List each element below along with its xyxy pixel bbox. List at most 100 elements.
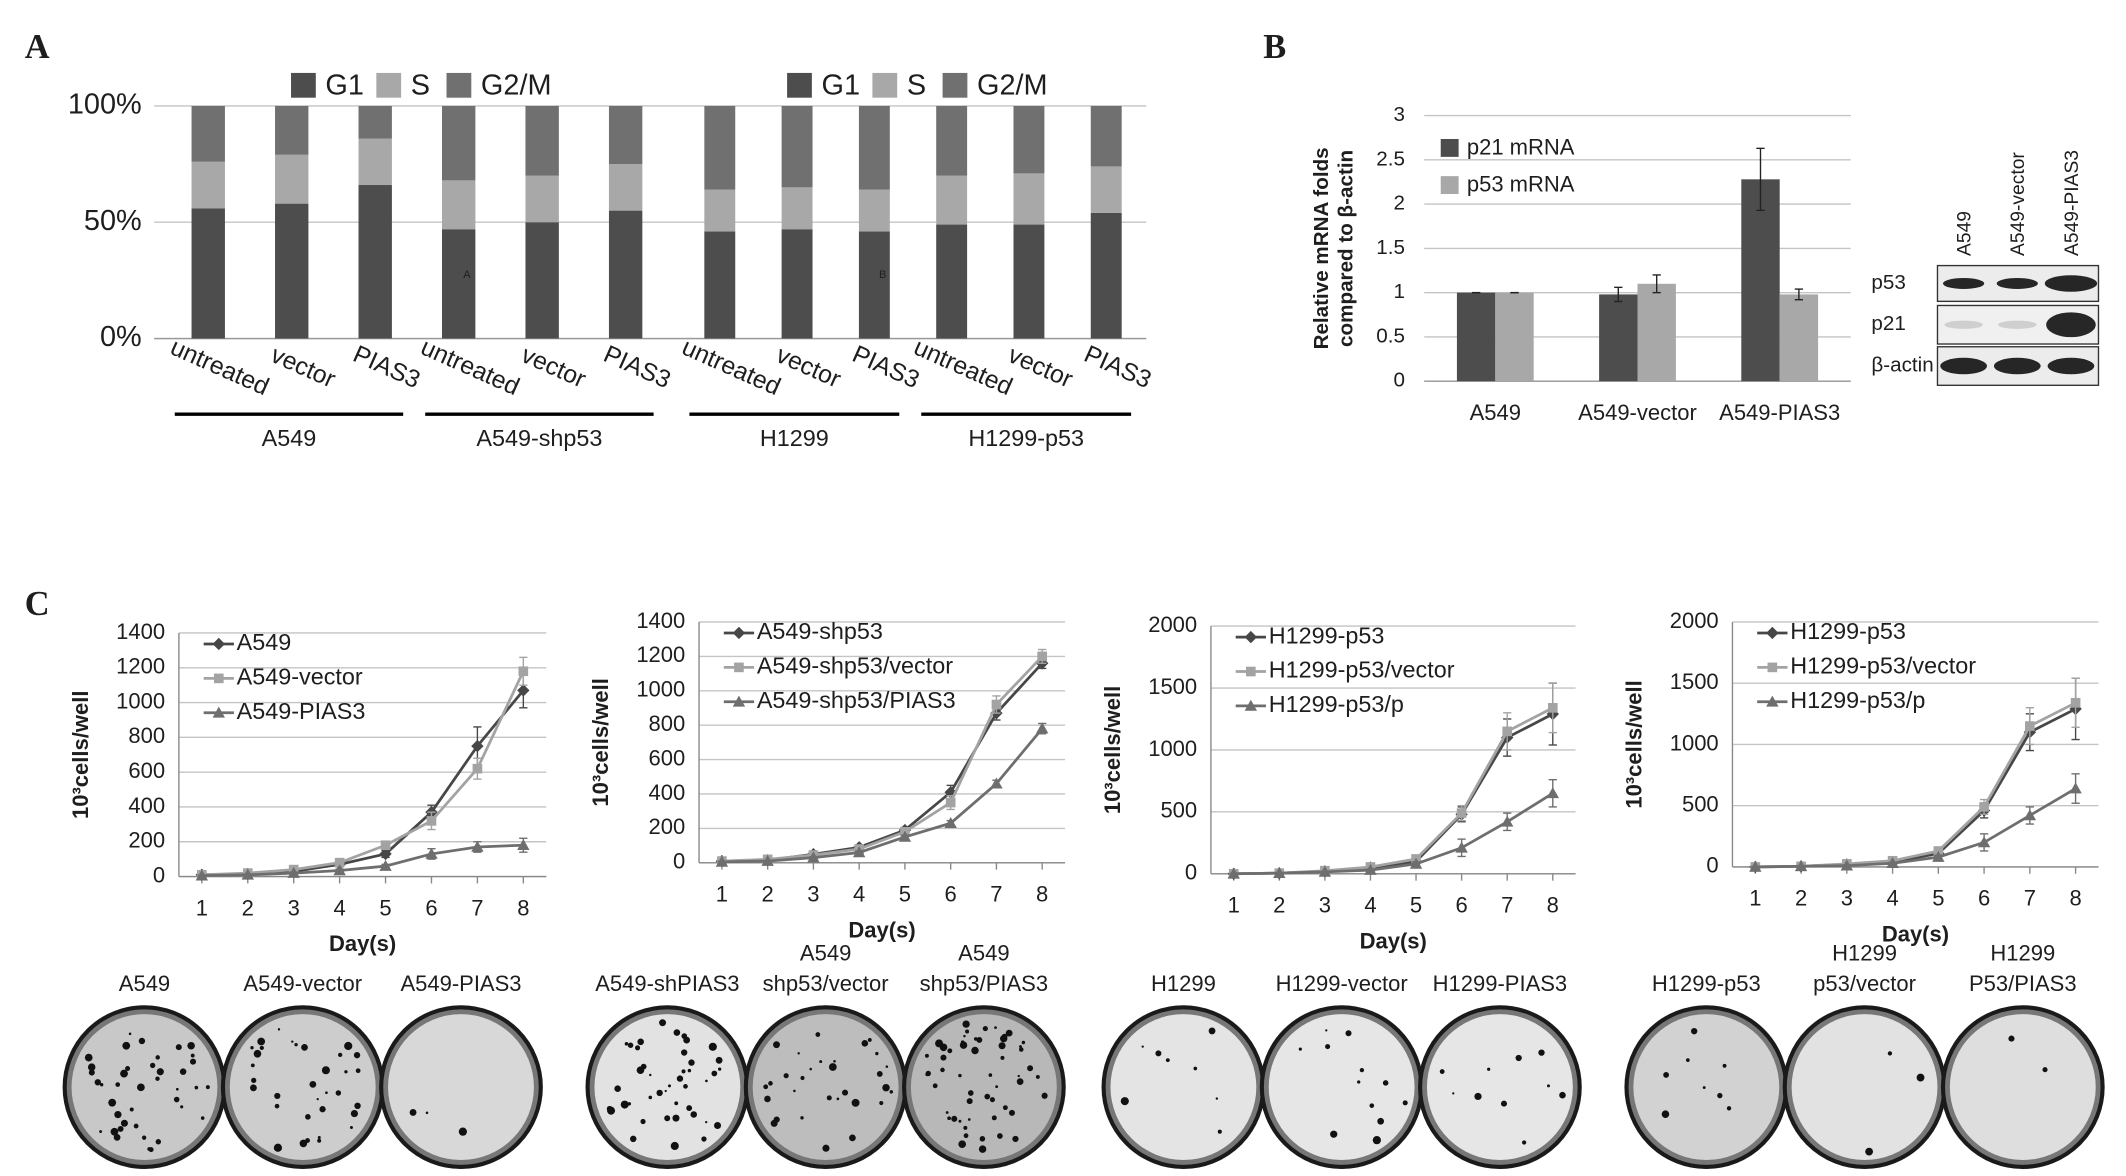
panel-label: A	[25, 28, 50, 66]
error-bar	[1756, 147, 1765, 211]
colony	[1027, 1065, 1034, 1072]
x-tick-label: 1	[716, 882, 728, 907]
x-tick-label: 1	[1228, 893, 1240, 918]
colony	[947, 1048, 953, 1054]
bar-segment	[358, 105, 392, 139]
marker	[991, 699, 1002, 710]
legend-marker	[213, 673, 224, 684]
colony	[1298, 1047, 1302, 1051]
colony	[194, 1085, 199, 1090]
colony	[800, 1075, 805, 1081]
group-label: H1299-p53	[968, 425, 1084, 451]
colony	[982, 1025, 988, 1032]
colony	[861, 1040, 869, 1047]
colony	[681, 1049, 688, 1056]
marker	[517, 684, 530, 697]
colony	[614, 1085, 621, 1092]
bar-segment	[858, 105, 890, 190]
legend-marker	[1766, 626, 1779, 640]
bar-segment	[525, 105, 559, 176]
plate-label: shp53/vector	[763, 971, 889, 996]
bar-segment	[1090, 212, 1122, 339]
colony	[783, 1073, 789, 1079]
colony	[1515, 1054, 1522, 1062]
bar-segment	[525, 175, 559, 223]
colony	[963, 1034, 966, 1038]
colony	[319, 1106, 326, 1113]
colony	[1359, 1068, 1365, 1073]
marker	[2069, 782, 2082, 794]
colony	[971, 1046, 979, 1055]
blot-band	[1996, 277, 2038, 289]
colony	[1474, 1092, 1482, 1101]
colony	[989, 1097, 995, 1103]
colony	[108, 1098, 117, 1107]
colony	[1487, 1067, 1491, 1071]
blot-band	[1993, 357, 2041, 375]
x-tick-label: A549-PIAS3	[1719, 400, 1840, 425]
x-tick-label: 7	[990, 882, 1002, 907]
colony	[1691, 1028, 1698, 1035]
colony	[274, 1092, 281, 1100]
bar-segment	[1013, 224, 1045, 339]
legend-marker	[1244, 630, 1258, 644]
marker	[1932, 850, 1945, 862]
colony	[763, 1084, 769, 1090]
y-tick-label: 0	[1185, 860, 1197, 885]
plate-label: P53/PIAS3	[1969, 971, 2077, 996]
marker	[1979, 802, 1989, 812]
x-tick-label: 5	[1410, 893, 1422, 918]
bar-segment	[781, 187, 813, 230]
group-label: A549-shp53	[476, 425, 602, 451]
colony	[344, 1041, 353, 1051]
colony	[627, 1042, 634, 1048]
marker	[426, 816, 437, 826]
colony	[1686, 1058, 1690, 1062]
bar-segment	[936, 105, 968, 176]
marker	[379, 859, 392, 871]
colony	[1325, 1029, 1328, 1032]
colony	[1120, 1097, 1129, 1106]
colony	[425, 1111, 429, 1115]
colony	[674, 1101, 679, 1106]
marker	[1273, 866, 1286, 878]
colony	[715, 1056, 723, 1064]
marker	[380, 840, 391, 851]
colony	[354, 1102, 361, 1110]
colony	[1702, 1086, 1706, 1090]
plate	[1949, 1014, 2096, 1161]
colony	[1019, 1045, 1022, 1049]
marker	[425, 847, 438, 859]
colony	[876, 1070, 883, 1077]
marker	[1794, 860, 1808, 872]
bar-segment	[275, 154, 309, 204]
colony	[250, 1046, 254, 1050]
series-line	[201, 843, 524, 878]
colony	[836, 1097, 840, 1101]
y-tick-label: 2000	[1148, 612, 1197, 637]
legend-label: p21 mRNA	[1467, 134, 1575, 159]
colony	[640, 1118, 646, 1125]
series-line	[1755, 787, 2077, 869]
plate	[1633, 1014, 1780, 1161]
legend-marker	[1246, 666, 1256, 677]
colony	[649, 1073, 652, 1077]
colony	[120, 1119, 128, 1127]
colony	[958, 1073, 962, 1078]
bar	[1599, 294, 1638, 382]
colony	[940, 1067, 945, 1073]
colony	[629, 1135, 637, 1143]
legend-label: H1299-p53	[1790, 618, 1906, 644]
colony	[958, 1140, 967, 1149]
colony	[951, 1115, 958, 1122]
blot-band	[1944, 320, 1983, 329]
colony	[965, 1029, 970, 1034]
bar-segment	[608, 105, 643, 165]
bar-segment	[441, 229, 476, 339]
x-tick-label: 4	[853, 882, 865, 907]
marker	[761, 854, 774, 866]
y-tick-label: 2.5	[1376, 147, 1405, 170]
colony	[150, 1062, 156, 1069]
